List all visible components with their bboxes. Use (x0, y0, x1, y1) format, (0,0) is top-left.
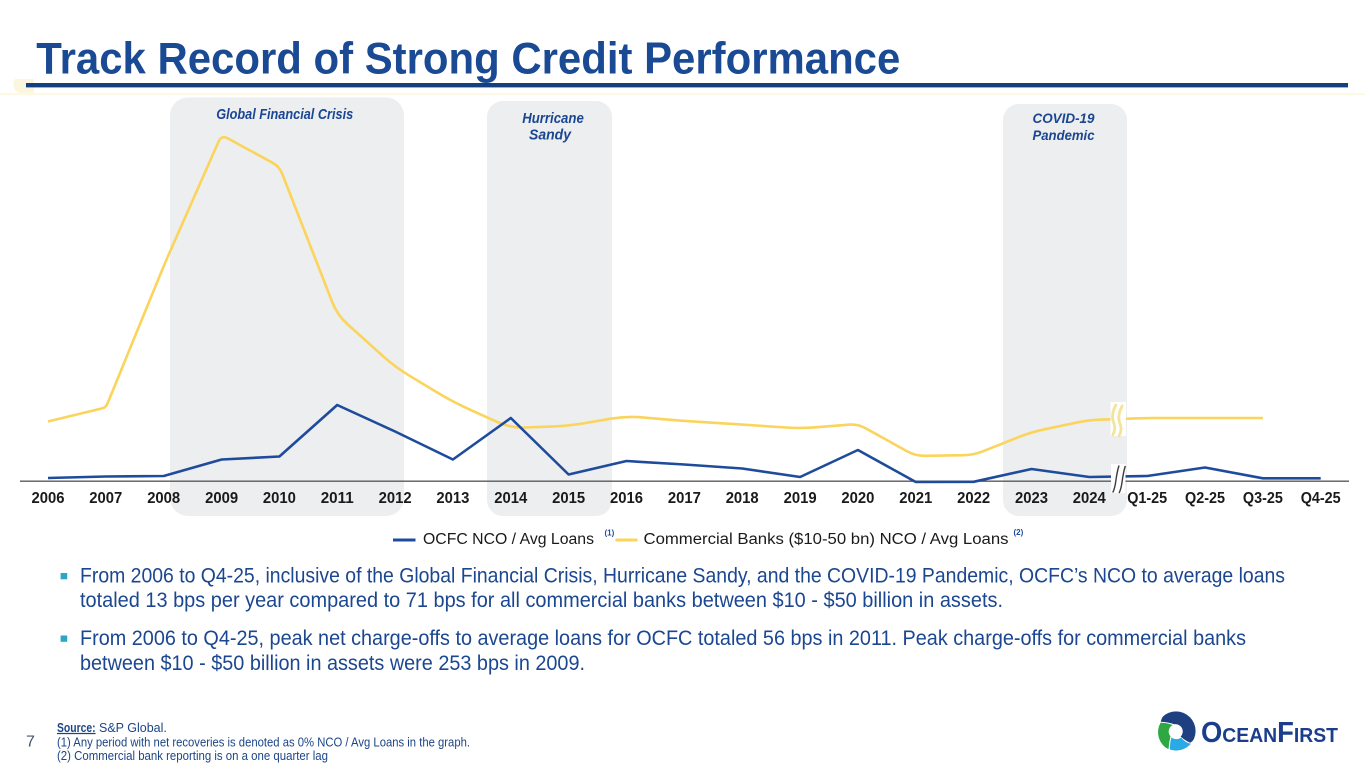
svg-text:2011: 2011 (321, 490, 354, 507)
svg-text:2015: 2015 (552, 490, 585, 507)
svg-text:2023: 2023 (1015, 490, 1048, 507)
svg-text:Pandemic: Pandemic (1033, 127, 1095, 143)
svg-text:COVID-19: COVID-19 (1033, 110, 1095, 126)
svg-text:From 2006 to Q4-25, inclusive: From 2006 to Q4-25, inclusive of the Glo… (80, 565, 1285, 588)
svg-text:2022: 2022 (957, 490, 990, 507)
svg-text:(1) Any period with net recove: (1) Any period with net recoveries is de… (57, 736, 470, 750)
svg-text:Source:: Source: (57, 721, 96, 735)
svg-text:2024: 2024 (1073, 490, 1106, 507)
svg-text:S&P Global.: S&P Global. (99, 721, 167, 735)
svg-text:OCEANFIRST: OCEANFIRST (1201, 717, 1338, 749)
svg-text:totaled 13 bps per year compar: totaled 13 bps per year compared to 71 b… (80, 589, 1003, 612)
svg-text:2009: 2009 (205, 490, 238, 507)
svg-text:(1): (1) (605, 529, 615, 538)
svg-text:2018: 2018 (726, 490, 759, 507)
svg-text:between $10 - $50 billion in a: between $10 - $50 billion in assets were… (80, 652, 585, 675)
svg-text:2008: 2008 (147, 490, 180, 507)
svg-text:Track Record of Strong Credit: Track Record of Strong Credit Performanc… (36, 34, 900, 83)
svg-text:OCFC NCO / Avg Loans: OCFC NCO / Avg Loans (423, 531, 594, 548)
svg-text:2007: 2007 (89, 490, 122, 507)
svg-text:2012: 2012 (379, 490, 412, 507)
svg-text:2016: 2016 (610, 490, 643, 507)
svg-text:(2) Commercial bank reporting: (2) Commercial bank reporting is on a on… (57, 749, 328, 763)
svg-text:Hurricane: Hurricane (522, 110, 584, 127)
svg-text:2010: 2010 (263, 490, 296, 507)
svg-text:2021: 2021 (899, 490, 932, 507)
svg-text:Q3-25: Q3-25 (1243, 490, 1283, 507)
svg-text:Commercial Banks ($10-50 bn) N: Commercial Banks ($10-50 bn) NCO / Avg L… (644, 531, 1009, 548)
svg-text:2013: 2013 (436, 490, 469, 507)
svg-text:Sandy: Sandy (529, 127, 572, 144)
svg-text:(2): (2) (1014, 528, 1024, 537)
svg-text:2006: 2006 (32, 490, 65, 507)
svg-text:Global Financial Crisis: Global Financial Crisis (216, 106, 353, 123)
svg-text:7: 7 (26, 734, 35, 751)
svg-text:Q2-25: Q2-25 (1185, 490, 1225, 507)
svg-text:Q4-25: Q4-25 (1301, 490, 1341, 507)
svg-text:Q1-25: Q1-25 (1127, 490, 1167, 507)
svg-text:From 2006 to Q4-25, peak net c: From 2006 to Q4-25, peak net charge-offs… (80, 627, 1246, 650)
svg-text:2017: 2017 (668, 490, 701, 507)
svg-text:2019: 2019 (784, 490, 817, 507)
svg-text:2014: 2014 (494, 490, 527, 507)
svg-text:2020: 2020 (841, 490, 874, 507)
